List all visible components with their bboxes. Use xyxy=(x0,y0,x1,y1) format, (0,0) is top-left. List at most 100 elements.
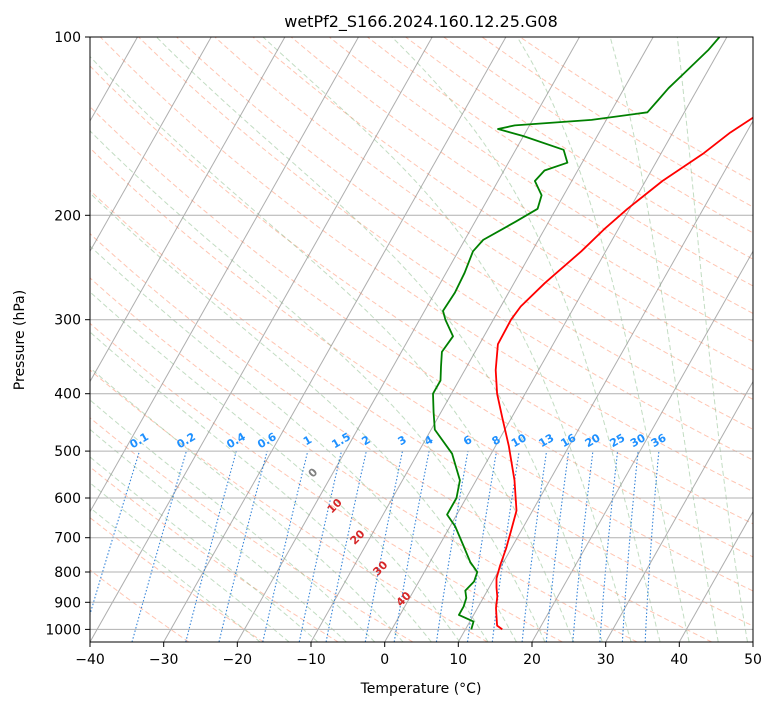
isotherm xyxy=(90,37,433,642)
moist-adiabat xyxy=(90,291,461,642)
isotherm xyxy=(384,37,728,642)
sounding-profiles xyxy=(432,37,753,631)
plot-area: -100-90-80-70-60-50-40-30-20-100.10.20.4… xyxy=(14,37,753,642)
moist-adiabat-label: 40 xyxy=(394,589,414,609)
mixing-ratio-label: 30 xyxy=(628,431,648,450)
moist-adiabat xyxy=(391,37,661,642)
moist-adiabat xyxy=(90,428,347,642)
x-tick-label: −10 xyxy=(296,652,326,668)
y-tick-label: 900 xyxy=(54,595,81,611)
pressure-gridlines xyxy=(90,37,753,630)
mixing-ratio-label: 13 xyxy=(536,431,556,450)
moist-adiabat xyxy=(90,331,432,642)
moist-adiabat xyxy=(676,37,748,642)
dry-adiabat xyxy=(90,517,264,642)
y-axis-label: Pressure (hPa) xyxy=(12,290,28,390)
dry-adiabat xyxy=(367,37,753,287)
isotherm xyxy=(90,37,359,513)
moist-adiabat xyxy=(90,55,575,642)
dry-adiabat xyxy=(90,417,414,642)
moist-adiabat xyxy=(90,192,517,642)
dry-adiabat xyxy=(90,106,753,558)
moist-adiabat-label: 20 xyxy=(348,527,368,547)
mixing-ratio-line xyxy=(599,451,619,642)
mixing-ratio-line xyxy=(90,450,141,617)
moist-adiabat xyxy=(90,456,319,642)
isotherm xyxy=(163,37,507,642)
mixing-ratio-line xyxy=(131,450,187,642)
isotherm xyxy=(678,510,753,642)
dry-adiabat xyxy=(443,37,753,234)
dry-adiabat xyxy=(405,37,753,260)
moist-adiabat xyxy=(90,482,290,642)
x-tick-label: 20 xyxy=(523,652,541,668)
y-axis: 100 200 300 400 500 600 700 800 900 1000 xyxy=(45,30,90,638)
dry-adiabat xyxy=(90,569,190,642)
dry-adiabat xyxy=(176,37,753,430)
mixing-ratio-line xyxy=(466,451,498,642)
moist-adiabat xyxy=(156,37,603,642)
dry-adiabat xyxy=(328,37,753,314)
y-tick-label: 800 xyxy=(54,565,81,581)
mixing-ratio-line xyxy=(364,450,404,642)
plot-frame xyxy=(89,36,754,643)
mixing-ratio-label: 6 xyxy=(461,433,474,448)
mixing-ratio-label: 3 xyxy=(396,433,409,448)
x-tick-label: −20 xyxy=(223,652,253,668)
dry-adiabat xyxy=(90,466,339,642)
chart-title: wetPf2_S166.2024.160.12.25.G08 xyxy=(284,12,558,32)
mixing-ratio-line xyxy=(185,450,237,642)
isotherm xyxy=(310,37,654,642)
dewpoint-profile xyxy=(432,37,721,630)
isotherm xyxy=(752,640,753,642)
dry-adiabat xyxy=(90,147,753,592)
y-tick-label: 600 xyxy=(54,491,81,507)
moist-adiabat xyxy=(609,37,719,642)
y-tick-label: 400 xyxy=(54,387,81,403)
y-tick-label: 500 xyxy=(54,444,81,460)
dry-adiabat xyxy=(90,189,753,627)
x-tick-label: −40 xyxy=(75,652,105,668)
y-tick-label: 200 xyxy=(54,208,81,224)
x-axis-label: Temperature (°C) xyxy=(360,681,482,697)
y-tick-label: 300 xyxy=(54,313,81,329)
dry-adiabat xyxy=(90,277,638,642)
x-tick-label: 40 xyxy=(670,652,688,668)
isotherm xyxy=(90,37,286,383)
dry-adiabat xyxy=(90,369,488,642)
dry-adiabat xyxy=(214,37,753,400)
background-reference-lines xyxy=(90,37,753,642)
x-axis: −40 −30 −20 −10 0 10 20 30 40 50 xyxy=(75,642,762,668)
moist-adiabat xyxy=(90,507,261,642)
mixing-ratio-label: 36 xyxy=(649,431,669,450)
dry-adiabat xyxy=(138,37,753,461)
isotherm xyxy=(90,37,212,253)
dry-adiabat xyxy=(90,65,753,525)
y-tick-label: 100 xyxy=(54,30,81,46)
moist-adiabat xyxy=(516,37,690,642)
dry-adiabat xyxy=(90,233,712,642)
isotherm xyxy=(457,119,753,642)
temperature-profile xyxy=(494,116,753,631)
mixing-ratio-line xyxy=(262,450,309,642)
mixing-ratio-line xyxy=(393,450,430,642)
x-tick-label: 50 xyxy=(744,652,762,668)
moist-adiabat xyxy=(262,37,632,642)
dry-adiabat-label: -10 xyxy=(14,400,37,423)
mixing-ratio-line xyxy=(298,450,343,642)
moist-adiabat xyxy=(90,245,489,642)
dry-adiabat xyxy=(290,37,753,343)
isotherm xyxy=(605,380,753,642)
moist-adiabat xyxy=(90,367,404,642)
x-tick-label: 0 xyxy=(380,652,389,668)
mixing-ratio-line xyxy=(621,451,639,642)
y-tick-label: 700 xyxy=(54,531,81,547)
mixing-ratio-line xyxy=(572,451,594,642)
mixing-ratio-label: 0.2 xyxy=(174,430,197,451)
isotherm xyxy=(531,250,753,642)
mixing-ratio-label: 1 xyxy=(301,433,314,448)
isotherm xyxy=(236,37,580,642)
mixing-ratio-line xyxy=(325,450,367,642)
mixing-ratio-label: 8 xyxy=(490,433,503,448)
